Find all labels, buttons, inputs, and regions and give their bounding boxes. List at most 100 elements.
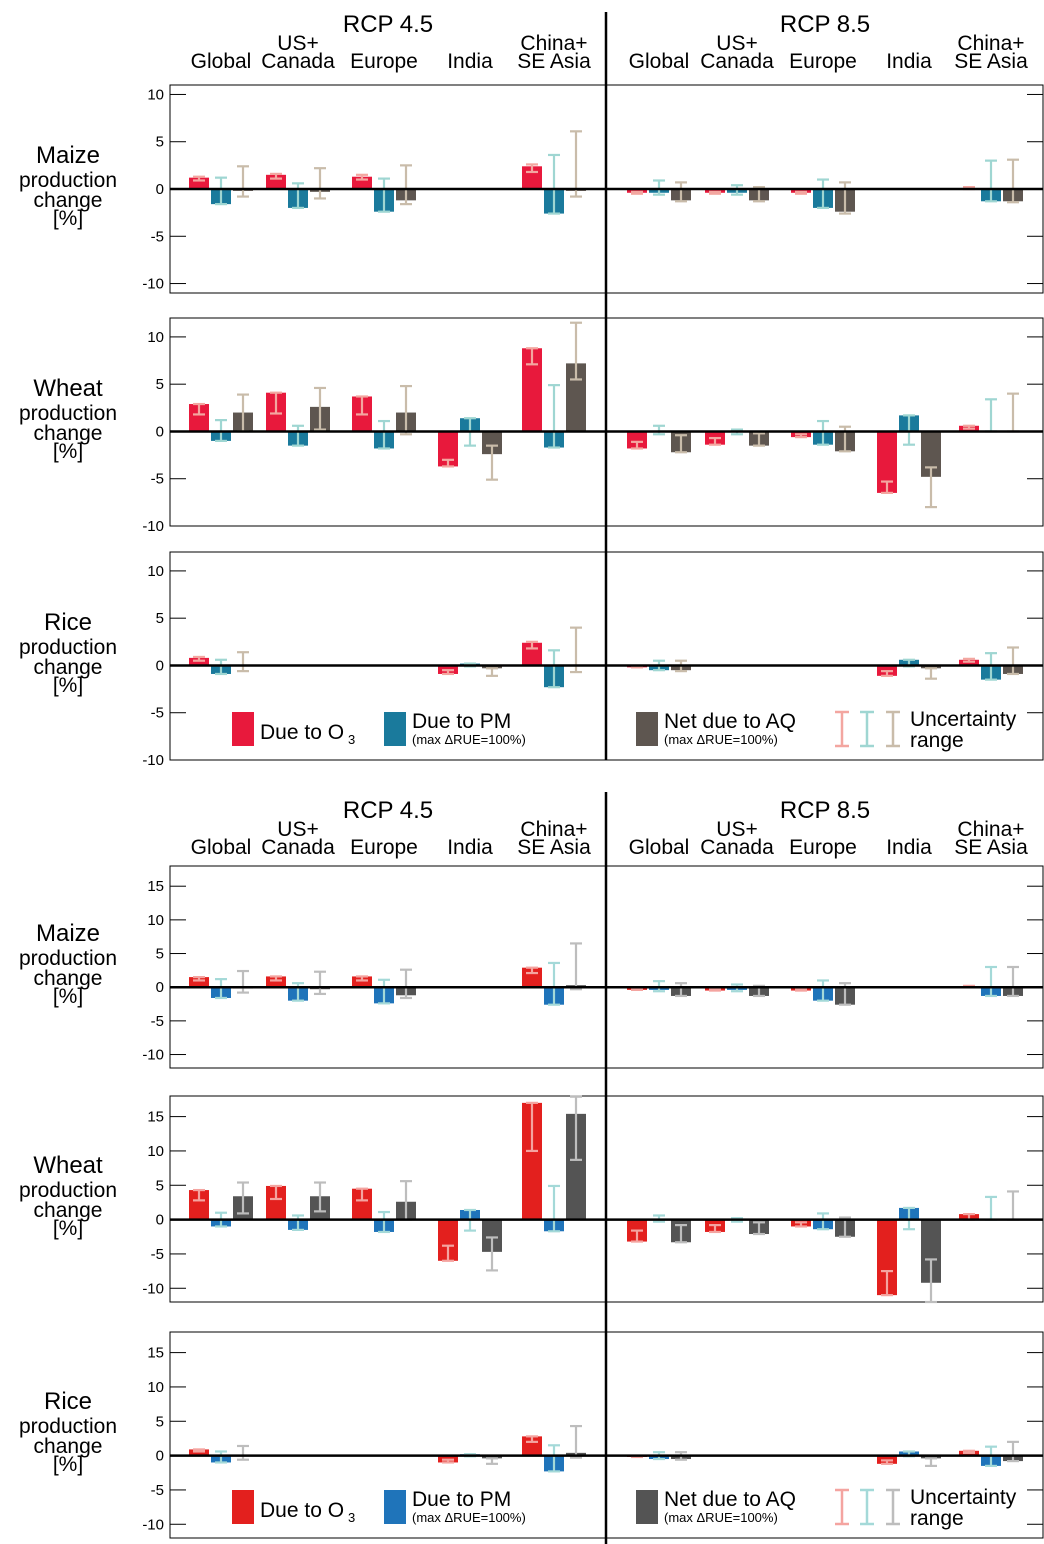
error-bar-net-rcp85-4 xyxy=(1007,158,1019,204)
error-bar-o3-rcp85-0 xyxy=(631,190,643,195)
error-bar-pm-rcp45-4 xyxy=(548,1444,560,1473)
error-bar-net-rcp85-3 xyxy=(925,1258,937,1304)
axis-unit-line: [%] xyxy=(53,985,83,1008)
error-bar-net-rcp45-0 xyxy=(237,651,249,673)
error-bar-net-rcp45-3 xyxy=(486,1236,498,1272)
figure-block-2: RCP 4.5 RCP 8.5 Global US+ Canada Europe India… xyxy=(19,792,1044,1544)
error-bar-net-rcp85-2 xyxy=(839,181,851,215)
bar-o3-rcp45-0 xyxy=(189,404,209,432)
axis-unit-line: production xyxy=(19,947,117,970)
axis-unit-line: [%] xyxy=(53,674,83,697)
error-bar-o3-rcp45-2 xyxy=(356,173,368,181)
scenario-title-rcp45: RCP 4.5 xyxy=(343,797,433,824)
error-bar-o3-rcp45-0 xyxy=(193,175,205,182)
error-bar-o3-rcp45-3 xyxy=(442,1458,454,1464)
region-label: India xyxy=(886,836,932,859)
region-label-top: China+ xyxy=(957,32,1024,55)
y-tick-label: 10 xyxy=(147,1143,164,1160)
legend-label-o3: Due to O xyxy=(260,1499,344,1522)
error-bar-net-rcp45-1 xyxy=(314,167,326,200)
y-tick-label: -5 xyxy=(151,705,164,722)
region-label: Canada xyxy=(261,50,335,73)
error-bar-o3-rcp85-3 xyxy=(881,480,893,495)
legend-swatch-net xyxy=(636,1490,658,1524)
axis-unit-line: change xyxy=(34,1199,103,1222)
bar-net-rcp45-3 xyxy=(482,1219,502,1252)
error-bar-net-rcp45-3 xyxy=(486,667,498,677)
y-tick-label: -10 xyxy=(142,1280,164,1297)
bar-net-rcp85-3 xyxy=(921,431,941,477)
region-label-top: China+ xyxy=(957,818,1024,841)
region-label-top: US+ xyxy=(277,818,318,841)
error-bar-pm-rcp45-2 xyxy=(378,978,390,1005)
bar-o3-rcp85-3 xyxy=(877,1219,897,1296)
crop-label: Maize xyxy=(36,920,100,947)
scenario-title-rcp85: RCP 8.5 xyxy=(780,797,870,824)
error-bar-pm-rcp85-2 xyxy=(817,979,829,1002)
error-bar-pm-rcp45-4 xyxy=(548,1184,560,1233)
axis-unit-line: production xyxy=(19,1415,117,1438)
axis-unit-line: [%] xyxy=(53,207,83,230)
bar-o3-rcp45-2 xyxy=(352,976,372,988)
scenario-title-rcp85: RCP 8.5 xyxy=(780,11,870,38)
y-tick-label: 0 xyxy=(156,423,164,440)
bar-net-rcp45-3 xyxy=(482,1455,502,1459)
axis-unit-line: production xyxy=(19,636,117,659)
error-bar-pm-rcp45-0 xyxy=(215,1450,227,1464)
error-bar-net-rcp85-3 xyxy=(925,1457,937,1468)
error-bar-o3-rcp45-3 xyxy=(442,458,454,468)
region-label: Canada xyxy=(700,836,774,859)
bar-o3-rcp45-3 xyxy=(438,431,458,467)
y-tick-label: 0 xyxy=(156,1212,164,1229)
error-bar-net-rcp85-0 xyxy=(675,434,687,454)
error-bar-net-rcp45-4 xyxy=(570,942,582,991)
error-bar-net-rcp85-3 xyxy=(925,667,937,680)
error-bar-o3-rcp45-4 xyxy=(526,347,538,366)
y-tick-label: 5 xyxy=(156,610,164,627)
error-bar-o3-rcp45-4 xyxy=(526,1101,538,1153)
bar-o3-rcp45-0 xyxy=(189,177,209,189)
region-label-top: China+ xyxy=(520,32,587,55)
error-bar-pm-rcp45-4 xyxy=(548,649,560,689)
error-bar-o3-rcp45-3 xyxy=(442,669,454,676)
y-tick-label: -10 xyxy=(142,276,164,293)
y-tick-label: -10 xyxy=(142,1516,164,1533)
axis-unit-line: change xyxy=(34,1435,103,1458)
y-tick-label: 0 xyxy=(156,657,164,674)
error-bar-o3-rcp45-1 xyxy=(270,1184,282,1201)
axis-unit-line: [%] xyxy=(53,1217,83,1240)
error-bar-net-rcp45-4 xyxy=(570,1424,582,1459)
legend-uncertainty-symbol xyxy=(860,710,874,748)
region-label: Global xyxy=(629,836,690,859)
error-bar-pm-rcp45-4 xyxy=(548,961,560,1006)
region-label: India xyxy=(447,836,493,859)
error-bar-net-rcp45-0 xyxy=(237,1181,249,1215)
legend-uncertainty-symbol xyxy=(886,710,900,748)
error-bar-net-rcp85-3 xyxy=(925,466,937,509)
error-bar-pm-rcp45-1 xyxy=(292,424,304,447)
error-bar-net-rcp45-1 xyxy=(314,970,326,996)
error-bar-net-rcp45-0 xyxy=(237,969,249,994)
region-label: SE Asia xyxy=(954,836,1028,859)
legend-uncertainty-symbol xyxy=(886,1488,900,1526)
legend-label-o3-subscript: 3 xyxy=(348,1510,355,1525)
bar-o3-rcp45-0 xyxy=(189,1190,209,1220)
error-bar-net-rcp85-0 xyxy=(675,982,687,998)
error-bar-o3-rcp45-0 xyxy=(193,975,205,982)
region-label: Europe xyxy=(350,836,418,859)
error-bar-pm-rcp45-2 xyxy=(378,177,390,213)
error-bar-pm-rcp85-4 xyxy=(985,965,997,998)
error-bar-pm-rcp45-1 xyxy=(292,1214,304,1232)
y-tick-label: 10 xyxy=(147,912,164,929)
bar-o3-rcp85-3 xyxy=(877,431,897,493)
error-bar-o3-rcp85-4 xyxy=(963,424,975,430)
error-bar-net-rcp85-4 xyxy=(1007,1440,1019,1463)
error-bar-net-rcp85-0 xyxy=(675,181,687,203)
error-bar-net-rcp45-4 xyxy=(570,321,582,381)
error-bar-o3-rcp85-2 xyxy=(795,433,807,439)
axis-unit-line: production xyxy=(19,169,117,192)
